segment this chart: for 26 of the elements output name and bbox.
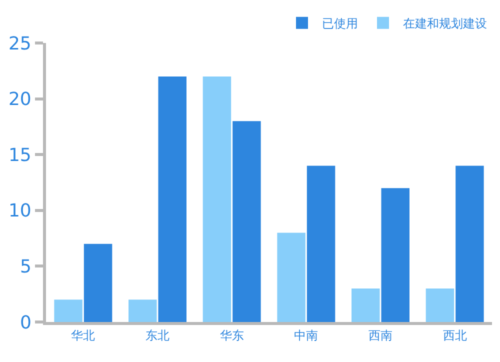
bar [426, 288, 454, 322]
x-tick-label: 东北 [146, 328, 170, 342]
x-tick-label: 中南 [294, 328, 318, 342]
bar [202, 76, 232, 322]
bar [84, 244, 112, 322]
y-tick-label: 5 [20, 256, 32, 278]
x-tick-label: 西北 [442, 328, 467, 342]
y-tick-label: 25 [8, 33, 32, 54]
y-tick-label: 15 [8, 144, 32, 166]
legend-label: 已使用 [322, 16, 358, 31]
y-tick-label: 20 [8, 89, 32, 110]
x-tick-label: 华东 [220, 328, 244, 342]
bar [158, 76, 186, 322]
bar [277, 232, 306, 322]
bar [128, 300, 157, 322]
x-tick-label: 华北 [71, 328, 96, 342]
bar [306, 166, 336, 322]
bar [232, 121, 261, 322]
bar [54, 300, 82, 322]
bar [352, 288, 380, 322]
y-tick-label: 10 [8, 200, 32, 222]
legend-label: 在建和规划建设 [403, 16, 487, 31]
y-tick-label: 0 [20, 312, 32, 334]
bar [381, 188, 410, 322]
x-tick-label: 西南 [368, 328, 392, 342]
bar [456, 166, 484, 322]
